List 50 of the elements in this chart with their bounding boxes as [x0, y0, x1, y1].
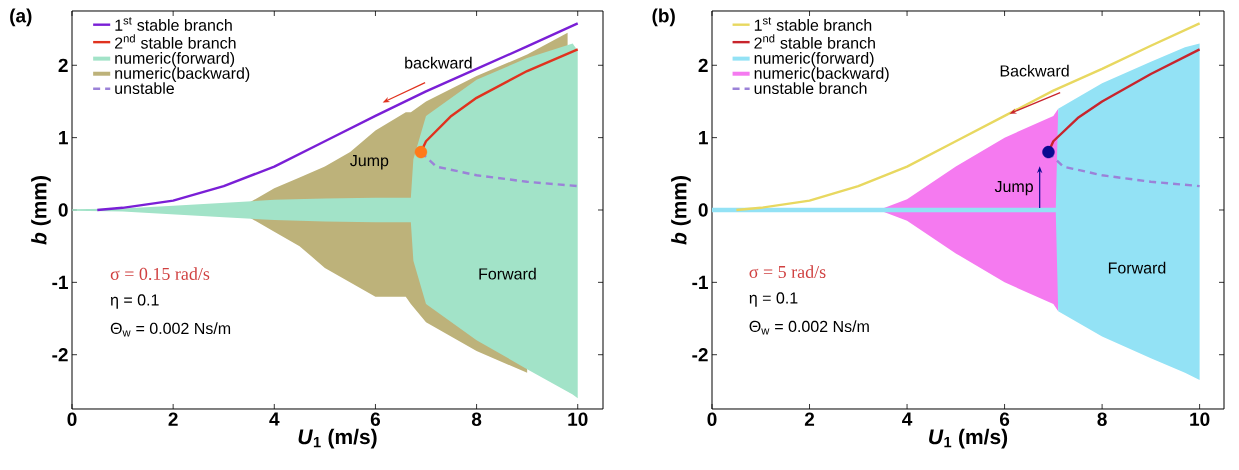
annotation: Θ$_{w}$ = 0.002 Ns/m [749, 320, 869, 335]
y-tick-label: -1 [692, 275, 708, 289]
x-tick-label: 0 [707, 412, 717, 426]
y-tick-label: 1 [699, 131, 708, 145]
annotation: Jump [350, 155, 389, 170]
legend-label: 2$^{nd}$ stable branch [115, 34, 236, 49]
x-tick-label: 8 [1097, 412, 1107, 426]
x-tick-label: 4 [902, 412, 913, 426]
y-tick-label: -2 [52, 348, 68, 362]
legend-label: 1$^{st}$ stable branch [115, 17, 232, 31]
legend-label: numeric(forward) [754, 52, 874, 67]
x-tick-label: 2 [804, 412, 815, 426]
y-axis-title: b (mm) [671, 176, 691, 245]
legend-label: 2$^{nd}$ stable branch [754, 34, 875, 49]
x-axis-title: U$_{1}$ (m/s) [298, 428, 377, 449]
x-tick-label: 4 [269, 412, 280, 426]
annotation: Jump [994, 180, 1033, 196]
x-tick-label: 10 [1190, 412, 1210, 426]
annotation: σ = 0.15 rad/s [110, 267, 210, 281]
legend-label: unstable [115, 82, 174, 95]
x-axis-title: U$_{1}$ (m/s) [929, 428, 1008, 449]
chart-title: (a) [10, 8, 32, 27]
annotation: Backward [1000, 64, 1069, 77]
y-axis-title: b (mm) [31, 176, 51, 245]
x-tick-label: 6 [370, 412, 381, 426]
y-tick-label: 0 [698, 203, 708, 217]
legend-label: numeric(forward) [115, 52, 235, 67]
x-tick-label: 2 [168, 412, 178, 426]
chart-title: (b) [652, 8, 675, 27]
y-tick-label: 2 [58, 58, 68, 72]
annotation: σ = 5 rad/s [749, 265, 826, 279]
legend-label: unstable branch [754, 82, 867, 95]
legend-label: numeric(backward) [115, 67, 250, 83]
x-tick-label: 6 [999, 412, 1010, 426]
annotation: backward [405, 56, 472, 69]
annotation: Θ$_{w}$ = 0.002 Ns/m [110, 322, 231, 337]
y-tick-label: -1 [52, 275, 68, 289]
y-tick-label: 2 [698, 58, 708, 72]
legend-label: 1$^{st}$ stable branch [754, 17, 872, 31]
x-tick-label: 0 [67, 412, 77, 426]
x-tick-label: 8 [471, 412, 482, 426]
x-tick-label: 10 [568, 412, 588, 426]
y-tick-label: 0 [58, 203, 68, 217]
legend-label: numeric(backward) [754, 67, 889, 83]
annotation: η = 0.1 [749, 292, 798, 307]
y-tick-label: -2 [692, 348, 708, 362]
annotation: Forward [479, 267, 536, 280]
annotation: η = 0.1 [110, 294, 159, 309]
y-tick-label: 1 [59, 131, 68, 145]
annotation: Forward [1108, 261, 1166, 274]
